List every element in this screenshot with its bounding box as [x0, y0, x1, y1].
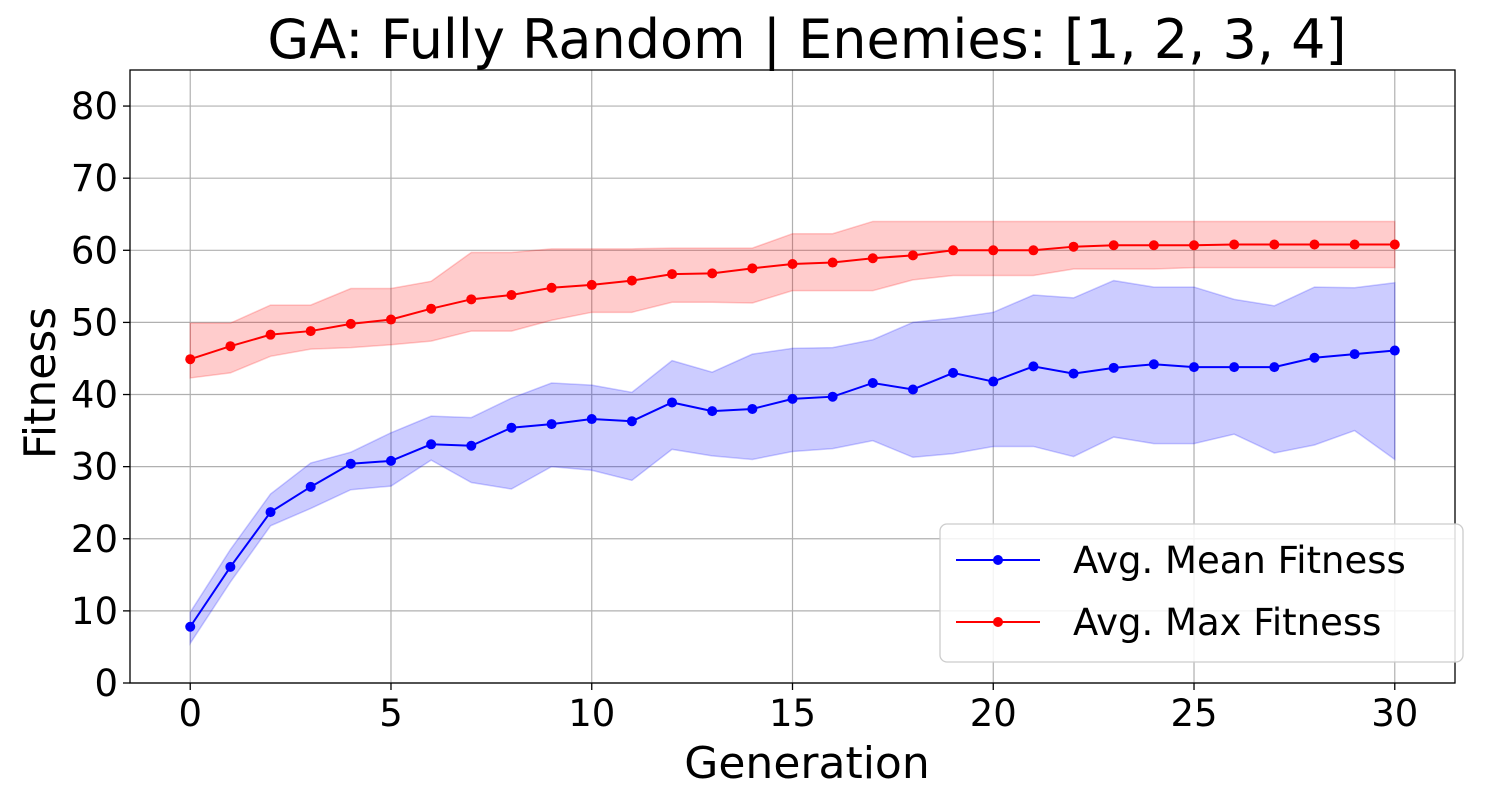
- y-axis-label: Fitness: [15, 307, 66, 459]
- y-tick-label: 0: [94, 662, 118, 705]
- axis-ticks: 0 5 10 15 20 25 30 0 10 20 30 40 50 60 70 80: [71, 85, 1418, 735]
- mean-fitness-point: [1269, 362, 1280, 373]
- mean-fitness-point: [827, 391, 838, 402]
- mean-fitness-point: [426, 439, 437, 450]
- legend-label-max: Avg. Max Fitness: [1073, 601, 1381, 644]
- max-fitness-point: [1189, 240, 1200, 251]
- mean-fitness-point: [626, 416, 637, 427]
- mean-fitness-point: [1349, 349, 1360, 360]
- max-fitness-point: [546, 282, 557, 293]
- x-tick-label: 20: [970, 692, 1017, 735]
- legend-label-mean: Avg. Mean Fitness: [1073, 539, 1406, 582]
- max-fitness-point: [1349, 239, 1360, 250]
- y-tick-label: 40: [71, 374, 118, 417]
- chart-title: GA: Fully Random | Enemies: [1, 2, 3, 4]: [267, 8, 1346, 71]
- mean-fitness-point: [185, 621, 196, 632]
- max-fitness-point: [1028, 245, 1039, 256]
- legend-marker-max: [993, 617, 1003, 627]
- mean-fitness-point: [667, 397, 678, 408]
- mean-fitness-point: [988, 376, 999, 387]
- mean-fitness-point: [546, 419, 557, 430]
- max-fitness-point: [1309, 239, 1320, 250]
- max-fitness-point: [747, 263, 758, 274]
- max-fitness-point: [305, 326, 316, 337]
- max-fitness-point: [506, 290, 517, 301]
- max-fitness-point: [867, 253, 878, 264]
- mean-fitness-point: [747, 403, 758, 414]
- mean-fitness-point: [1148, 359, 1159, 370]
- max-fitness-point: [988, 245, 999, 256]
- legend: Avg. Mean Fitness Avg. Max Fitness: [939, 523, 1464, 663]
- y-tick-label: 80: [71, 85, 118, 128]
- mean-fitness-point: [707, 406, 718, 417]
- mean-fitness-point: [265, 507, 276, 518]
- max-fitness-point: [345, 318, 356, 329]
- legend-box: [939, 523, 1464, 663]
- mean-fitness-point: [305, 481, 316, 492]
- mean-fitness-point: [1229, 362, 1240, 373]
- max-fitness-point: [185, 354, 196, 365]
- max-fitness-point: [667, 269, 678, 280]
- mean-fitness-point: [1068, 368, 1079, 379]
- max-fitness-point: [948, 245, 959, 256]
- mean-fitness-point: [1108, 362, 1119, 373]
- max-fitness-point: [827, 257, 838, 268]
- y-tick-label: 30: [71, 446, 118, 489]
- y-tick-label: 10: [71, 590, 118, 633]
- max-fitness-point: [707, 268, 718, 279]
- mean-fitness-point: [506, 422, 517, 433]
- x-tick-label: 15: [769, 692, 816, 735]
- mean-fitness-point: [867, 377, 878, 388]
- max-fitness-point: [1229, 239, 1240, 250]
- x-tick-label: 30: [1371, 692, 1418, 735]
- max-fitness-point: [385, 314, 396, 325]
- max-fitness-point: [1389, 239, 1400, 250]
- series-points: [185, 239, 1400, 632]
- mean-fitness-point: [907, 384, 918, 395]
- max-fitness-band: [189, 220, 1396, 379]
- max-fitness-point: [787, 258, 798, 269]
- max-fitness-point: [1108, 240, 1119, 251]
- max-fitness-point: [1068, 241, 1079, 252]
- x-axis-label: Generation: [684, 738, 929, 789]
- max-fitness-point: [907, 250, 918, 261]
- mean-fitness-point: [787, 393, 798, 404]
- mean-fitness-point: [225, 561, 236, 572]
- y-tick-label: 50: [71, 301, 118, 344]
- legend-marker-mean: [993, 555, 1003, 565]
- max-fitness-point: [265, 329, 276, 340]
- mean-fitness-point: [1389, 345, 1400, 356]
- mean-fitness-point: [1309, 352, 1320, 363]
- mean-fitness-point: [948, 367, 959, 378]
- x-tick-label: 25: [1170, 692, 1217, 735]
- y-tick-label: 20: [71, 518, 118, 561]
- max-fitness-point: [426, 303, 437, 314]
- y-tick-label: 60: [71, 229, 118, 272]
- mean-fitness-point: [345, 458, 356, 469]
- max-fitness-point: [1148, 240, 1159, 251]
- max-fitness-point: [225, 341, 236, 352]
- x-tick-label: 5: [379, 692, 403, 735]
- x-tick-label: 10: [568, 692, 615, 735]
- x-tick-label: 0: [178, 692, 202, 735]
- max-fitness-point: [466, 294, 477, 305]
- max-fitness-point: [1269, 239, 1280, 250]
- mean-fitness-point: [466, 440, 477, 451]
- mean-fitness-point: [1189, 362, 1200, 373]
- mean-fitness-point: [1028, 361, 1039, 372]
- max-fitness-point: [586, 279, 597, 290]
- y-tick-label: 70: [71, 157, 118, 200]
- max-fitness-point: [626, 275, 637, 286]
- mean-fitness-point: [385, 455, 396, 466]
- mean-fitness-point: [586, 414, 597, 425]
